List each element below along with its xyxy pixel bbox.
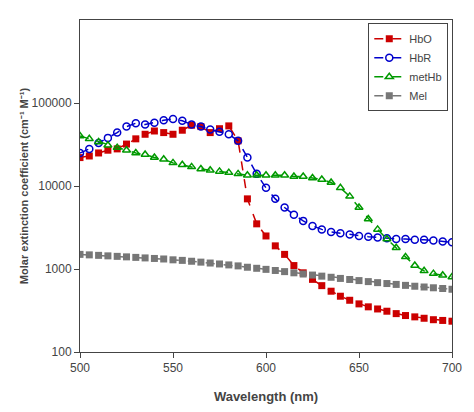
svg-text:600: 600 <box>256 361 276 375</box>
svg-text:100000: 100000 <box>32 96 72 110</box>
svg-text:metHb: metHb <box>409 71 441 83</box>
svg-text:700: 700 <box>442 361 462 375</box>
svg-text:650: 650 <box>349 361 369 375</box>
svg-text:100: 100 <box>52 345 72 359</box>
svg-text:Molar extinction coefficient (: Molar extinction coefficient (cm⁻¹ M⁻¹) <box>18 88 30 285</box>
svg-text:1000: 1000 <box>45 262 72 276</box>
svg-text:Mel: Mel <box>409 90 427 102</box>
svg-text:500: 500 <box>70 361 90 375</box>
svg-text:HbR: HbR <box>409 52 431 64</box>
svg-text:10000: 10000 <box>38 179 72 193</box>
svg-text:HbO: HbO <box>409 33 432 45</box>
svg-text:550: 550 <box>163 361 183 375</box>
svg-text:Wavelength (nm): Wavelength (nm) <box>214 389 318 404</box>
